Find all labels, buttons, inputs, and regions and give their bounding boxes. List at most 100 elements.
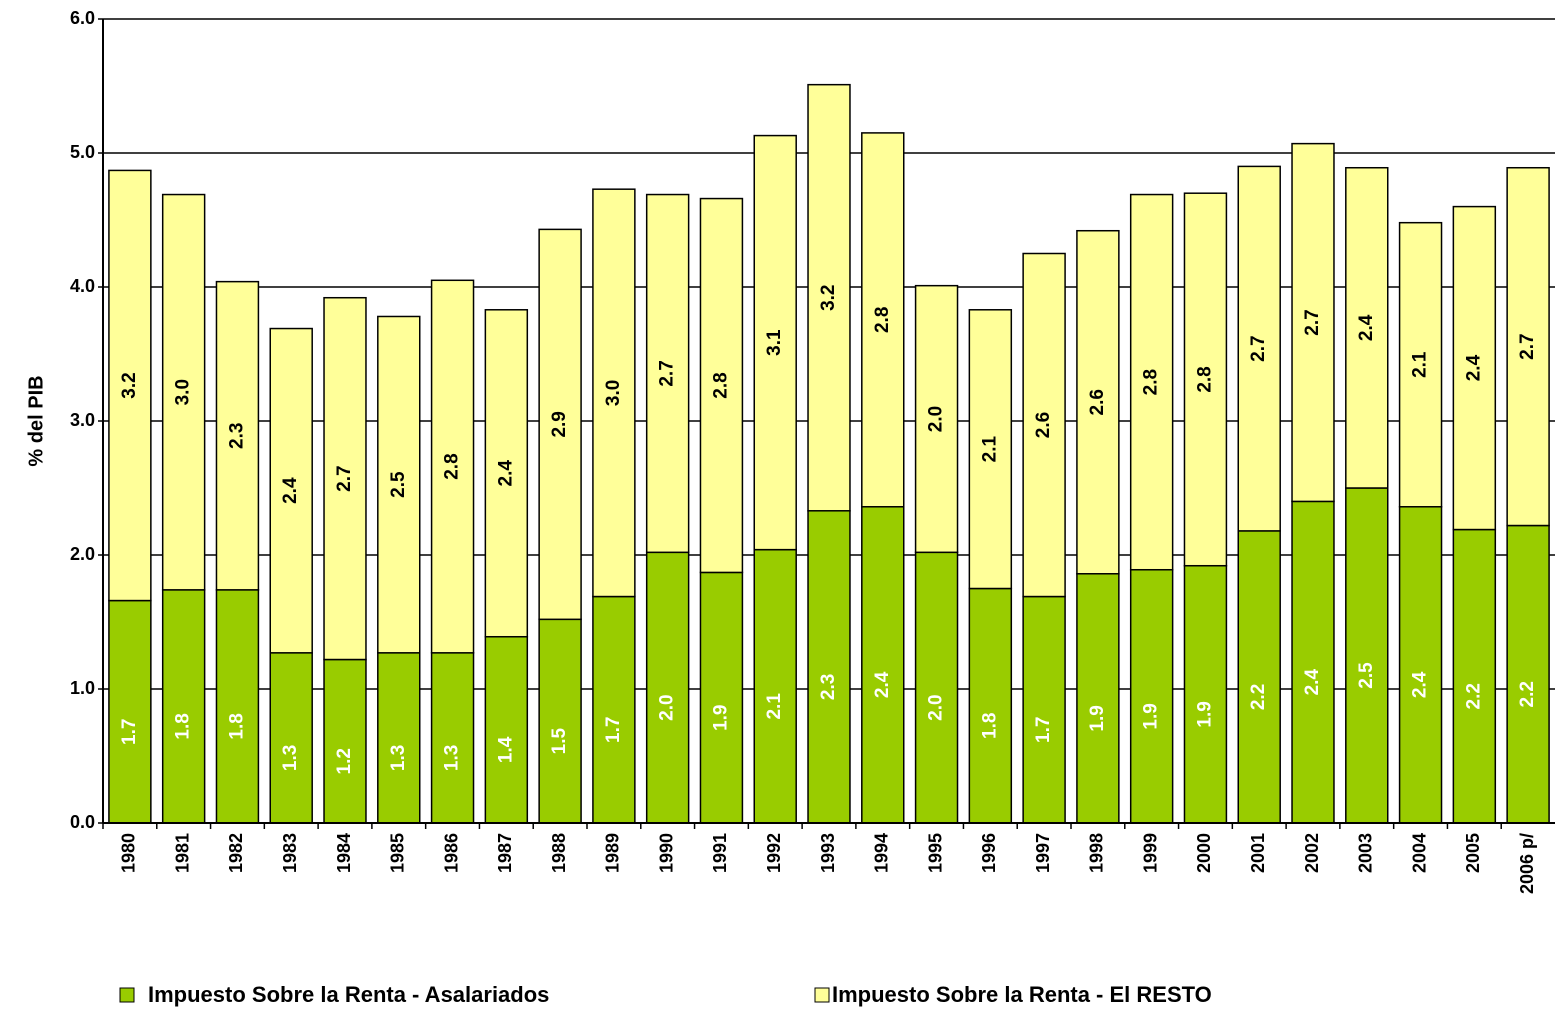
value-label: 2.1 <box>764 693 785 720</box>
x-tick-label: 1986 <box>441 833 461 873</box>
bar-segment <box>592 188 636 598</box>
bar-segment <box>914 284 959 554</box>
x-tick-label: 2005 <box>1463 833 1483 873</box>
value-label: 2.2 <box>1517 681 1538 707</box>
x-tick-label: 1991 <box>710 833 730 873</box>
x-tick-label: 1985 <box>388 833 408 873</box>
bar-segment <box>1506 166 1550 527</box>
bar-segment <box>1452 205 1497 531</box>
bar-segment <box>1506 524 1550 824</box>
bar-segment <box>1129 568 1174 824</box>
x-tick-label: 2001 <box>1248 833 1268 873</box>
value-label: 1.9 <box>710 704 731 730</box>
bar-segment <box>1452 528 1497 824</box>
x-tick-label: 1997 <box>1033 833 1053 873</box>
bar-segment <box>430 279 475 654</box>
value-label: 1.8 <box>226 713 247 739</box>
value-label: 1.3 <box>442 745 463 771</box>
bar-segment <box>1237 165 1281 532</box>
bar-segment <box>807 83 851 512</box>
value-label: 2.3 <box>818 674 839 700</box>
x-tick-label: 1998 <box>1087 833 1107 873</box>
legend-swatch <box>119 987 135 1003</box>
bar-segment <box>215 589 260 824</box>
value-label: 2.5 <box>388 471 409 498</box>
x-tick-label: 2006 p/ <box>1517 833 1537 894</box>
value-label: 2.4 <box>495 460 516 487</box>
x-tick-label: 1987 <box>495 833 515 873</box>
bar-segment <box>1183 564 1228 824</box>
value-label: 3.2 <box>119 372 140 398</box>
bar-segment <box>1398 221 1443 508</box>
value-label: 1.3 <box>280 745 301 771</box>
bar-segment <box>861 132 905 508</box>
value-label: 2.5 <box>1356 662 1377 689</box>
x-tick-label: 1989 <box>603 833 623 873</box>
value-label: 1.5 <box>549 728 570 755</box>
value-label: 1.9 <box>1087 705 1108 731</box>
value-label: 3.2 <box>818 285 839 311</box>
bar-segment <box>1022 252 1066 598</box>
bar-segment <box>377 652 421 824</box>
value-label: 2.4 <box>1302 669 1323 696</box>
x-tick-label: 1980 <box>119 833 139 873</box>
bar-segment <box>645 193 690 554</box>
legend-swatch <box>814 987 830 1003</box>
y-tick-label: 4.0 <box>70 276 95 296</box>
value-label: 1.3 <box>388 745 409 771</box>
value-label: 2.2 <box>1248 684 1269 710</box>
y-axis-label: % del PIB <box>25 375 47 466</box>
bar-segment <box>1345 166 1389 489</box>
value-label: 2.7 <box>1517 333 1538 359</box>
value-label: 1.7 <box>603 717 624 743</box>
value-label: 2.7 <box>1248 335 1269 361</box>
value-label: 2.8 <box>1141 369 1162 395</box>
y-tick-label: 6.0 <box>70 8 95 28</box>
bar-segment <box>484 309 529 638</box>
bar-segment <box>1129 193 1174 571</box>
bar-segment <box>1022 595 1066 824</box>
value-label: 1.7 <box>119 719 140 745</box>
bar-segment <box>1345 487 1389 824</box>
x-tick-label: 2004 <box>1409 833 1429 873</box>
bar-segment <box>108 169 152 602</box>
bar-segment <box>699 197 744 574</box>
bar-segment <box>1076 229 1120 575</box>
value-label: 1.7 <box>1033 717 1054 743</box>
value-label: 1.2 <box>334 748 355 774</box>
value-label: 2.7 <box>334 465 355 491</box>
x-tick-label: 1983 <box>280 833 300 873</box>
x-tick-label: 1996 <box>979 833 999 873</box>
bar-segment <box>807 510 851 824</box>
value-label: 1.8 <box>173 713 194 739</box>
bar-segment <box>1291 142 1335 503</box>
bar-segment <box>538 618 582 824</box>
x-tick-label: 1994 <box>872 833 892 873</box>
bar-segment <box>1076 573 1120 824</box>
value-label: 2.4 <box>1356 314 1377 341</box>
value-label: 2.0 <box>657 694 678 720</box>
y-tick-label: 3.0 <box>70 410 95 430</box>
value-label: 3.1 <box>764 329 785 356</box>
bar-segment <box>323 296 367 661</box>
value-label: 2.1 <box>1410 351 1431 378</box>
bar-segment <box>1237 530 1281 824</box>
value-label: 3.0 <box>173 379 194 405</box>
x-tick-label: 2000 <box>1194 833 1214 873</box>
value-label: 2.4 <box>1463 354 1484 381</box>
value-label: 2.8 <box>710 372 731 398</box>
bar-segment <box>215 280 260 591</box>
bar-segment <box>592 595 636 824</box>
y-tick-label: 0.0 <box>70 812 95 832</box>
value-label: 2.9 <box>549 411 570 437</box>
x-tick-label: 1999 <box>1140 833 1160 873</box>
bar-segment <box>753 134 797 551</box>
x-tick-label: 1993 <box>818 833 838 873</box>
legend-label: Impuesto Sobre la Renta - El RESTO <box>832 982 1212 1007</box>
value-label: 2.7 <box>657 360 678 386</box>
bar-segment <box>753 548 797 824</box>
bar-segment <box>1183 192 1228 567</box>
value-label: 2.4 <box>1410 671 1431 698</box>
bar-segment <box>108 599 152 824</box>
